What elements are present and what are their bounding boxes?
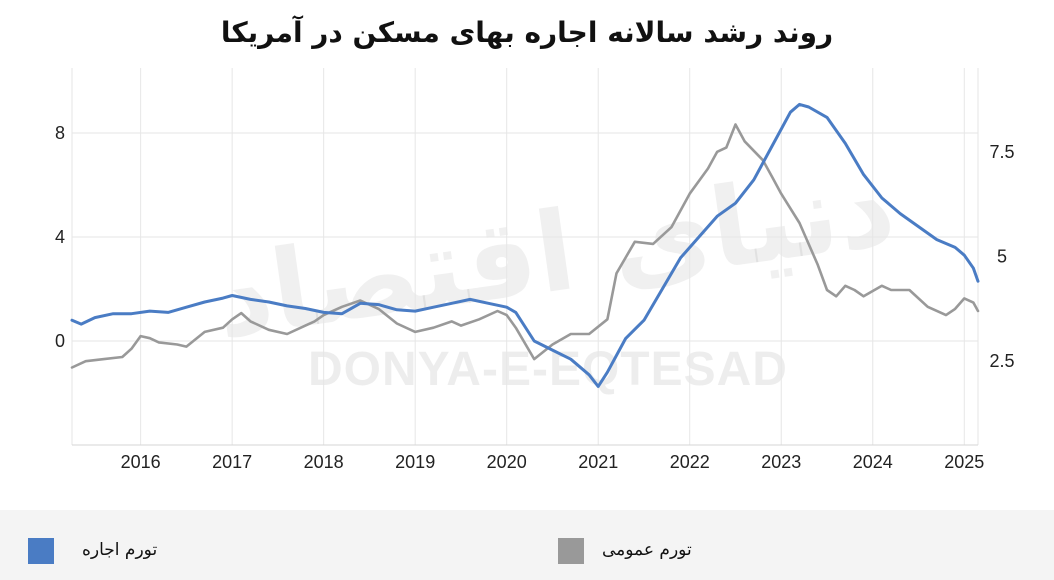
y-right-tick-label: 7.5 (989, 142, 1014, 162)
x-tick-label: 2016 (121, 452, 161, 472)
x-tick-label: 2018 (304, 452, 344, 472)
x-tick-label: 2021 (578, 452, 618, 472)
y-left-tick-label: 8 (55, 123, 65, 143)
series-line-rent-inflation (70, 102, 980, 388)
chart-title: روند رشد سالانه اجاره بهای مسکن در آمریک… (220, 16, 834, 49)
x-tick-label: 2017 (212, 452, 252, 472)
legend-label-general: تورم عمومی (602, 540, 692, 560)
watermark-persian: دنیای اقتصاد (207, 141, 902, 363)
line-chart: دنیای اقتصاد DONYA-E-EQTESAD 2016 2017 201… (55, 68, 1015, 472)
legend-label-rent: تورم اجاره (82, 540, 158, 560)
x-tick-label: 2022 (670, 452, 710, 472)
legend-swatch-rent (28, 538, 54, 564)
y-right-tick-label: 2.5 (989, 351, 1014, 371)
series-line-general-inflation (70, 123, 980, 369)
x-tick-label: 2025 (944, 452, 984, 472)
watermark-latin: DONYA-E-EQTESAD (308, 343, 788, 396)
legend (0, 510, 1054, 580)
legend-item-general: تورم عمومی (530, 538, 750, 568)
y-left-tick-label: 0 (55, 331, 65, 351)
legend-swatch-general (558, 538, 584, 564)
watermark: دنیای اقتصاد DONYA-E-EQTESAD (207, 141, 902, 396)
axis-labels: 2016 2017 2018 2019 2020 2021 2022 2023 2024 2025… (55, 123, 1015, 472)
y-left-tick-label: 4 (55, 227, 65, 247)
series-layer (70, 102, 980, 388)
x-tick-label: 2024 (853, 452, 893, 472)
x-tick-label: 2023 (761, 452, 801, 472)
chart-card: روند رشد سالانه اجاره بهای مسکن در آمریک… (54, 16, 1015, 472)
x-tick-label: 2020 (487, 452, 527, 472)
legend-item-rent: تورم اجاره (0, 538, 200, 568)
x-tick-label: 2019 (395, 452, 435, 472)
y-right-tick-label: 5 (997, 247, 1007, 267)
